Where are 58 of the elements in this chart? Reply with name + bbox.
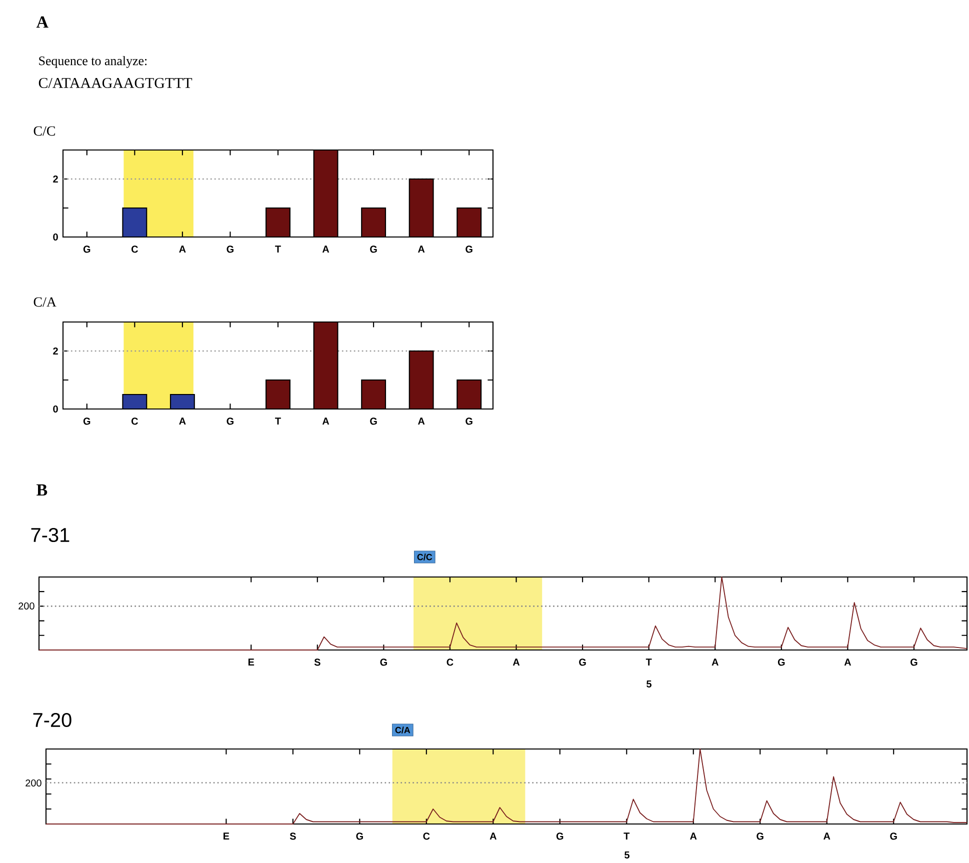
text: 200: [26, 779, 42, 787]
x-tick-label: S: [290, 832, 296, 840]
x-tick-label: C: [131, 246, 138, 253]
x-tick-label: G: [83, 418, 90, 425]
x-tick-label: A: [179, 418, 186, 425]
x-tick-label: G: [466, 246, 472, 253]
x-tick-label: A: [179, 246, 186, 253]
x-tick-label: C: [131, 418, 138, 425]
x-tick-label: C: [423, 832, 430, 840]
x-tick-label: T: [275, 418, 281, 425]
y-tick-label: 2: [53, 348, 58, 354]
x-tick-label: G: [579, 658, 586, 666]
text: 5: [646, 680, 652, 688]
x-tick-label: A: [712, 658, 718, 666]
text: Sequence to analyze:: [39, 56, 147, 68]
x-tick-label: G: [226, 418, 234, 425]
chart-title: 7-20: [33, 712, 72, 728]
chart-title: 7-31: [31, 528, 70, 542]
x-tick-label: A: [824, 832, 830, 840]
x-tick-label: S: [314, 658, 320, 666]
x-tick-label: G: [466, 418, 472, 425]
x-tick-label: G: [226, 246, 234, 253]
x-tick-label: G: [356, 832, 363, 840]
text: 5: [624, 852, 630, 858]
x-tick-label: A: [418, 246, 425, 253]
x-tick-label: A: [844, 658, 852, 666]
x-tick-label: G: [370, 246, 377, 253]
x-tick-label: G: [83, 246, 90, 253]
text: 200: [18, 602, 34, 610]
x-tick-label: A: [322, 418, 330, 425]
text: A: [36, 16, 48, 28]
x-tick-label: G: [778, 658, 785, 666]
text: C/C: [417, 554, 432, 560]
x-tick-label: G: [890, 832, 897, 840]
x-tick-label: A: [690, 832, 697, 840]
x-tick-label: G: [910, 658, 918, 666]
x-tick-label: T: [646, 658, 652, 666]
y-tick-label: 0: [53, 233, 58, 241]
x-tick-label: T: [275, 246, 281, 253]
x-tick-label: G: [380, 658, 387, 666]
x-tick-label: E: [224, 832, 230, 840]
x-tick-label: A: [512, 658, 520, 666]
text: B: [36, 484, 48, 496]
x-tick-label: A: [418, 418, 425, 425]
x-tick-label: T: [624, 832, 630, 840]
y-tick-label: 0: [53, 405, 58, 413]
x-tick-label: G: [756, 832, 764, 840]
text: C/ATAAAGAAGTGTTT: [38, 78, 192, 88]
chart-title: C/A: [34, 297, 56, 307]
x-tick-label: C: [446, 658, 454, 666]
chart-title: C/C: [34, 126, 55, 136]
y-tick-label: 2: [53, 176, 58, 182]
x-tick-label: A: [322, 246, 330, 253]
x-tick-label: G: [370, 418, 377, 425]
x-tick-label: A: [490, 832, 496, 840]
text: C/A: [395, 726, 410, 734]
x-tick-label: G: [556, 832, 564, 840]
x-tick-label: E: [248, 658, 254, 666]
